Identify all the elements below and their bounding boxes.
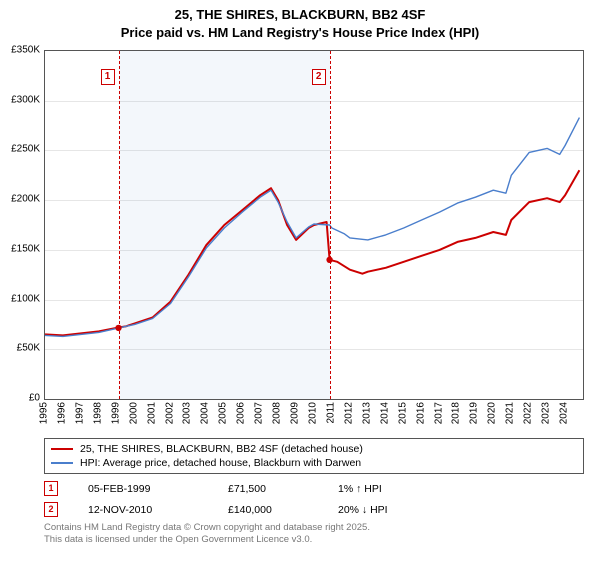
sale-row-date: 05-FEB-1999 [88, 483, 228, 495]
x-tick-label: 2022 [523, 402, 534, 424]
legend-label: 25, THE SHIRES, BLACKBURN, BB2 4SF (deta… [80, 443, 363, 455]
legend-swatch [51, 462, 73, 464]
x-tick-label: 1998 [92, 402, 103, 424]
y-tick-label: £250K [11, 144, 40, 155]
legend-label: HPI: Average price, detached house, Blac… [80, 457, 361, 469]
x-tick-label: 2017 [433, 402, 444, 424]
x-tick-label: 2014 [379, 402, 390, 424]
x-tick-label: 2013 [361, 402, 372, 424]
sale-row-marker: 1 [44, 481, 58, 496]
legend-swatch [51, 448, 73, 450]
chart-container: 25, THE SHIRES, BLACKBURN, BB2 4SF Price… [0, 6, 600, 566]
legend-row: HPI: Average price, detached house, Blac… [51, 456, 577, 470]
x-tick-label: 2015 [397, 402, 408, 424]
sale-marker-label: 1 [101, 69, 115, 85]
line-layer [45, 51, 583, 399]
sale-row-price: £140,000 [228, 504, 338, 516]
y-tick-label: £100K [11, 293, 40, 304]
x-tick-label: 2010 [308, 402, 319, 424]
footer: Contains HM Land Registry data © Crown c… [44, 522, 370, 547]
legend: 25, THE SHIRES, BLACKBURN, BB2 4SF (deta… [44, 438, 584, 474]
sale-row-pct: 20% ↓ HPI [338, 504, 458, 516]
x-tick-label: 2024 [559, 402, 570, 424]
x-tick-label: 2023 [541, 402, 552, 424]
sales-table: 1 05-FEB-1999£71,5001% ↑ HPI 2 12-NOV-2010£… [44, 478, 584, 520]
sale-row-date: 12-NOV-2010 [88, 504, 228, 516]
y-tick-label: £150K [11, 243, 40, 254]
x-tick-label: 1996 [56, 402, 67, 424]
x-tick-label: 2003 [182, 402, 193, 424]
y-tick-label: £300K [11, 94, 40, 105]
x-tick-label: 2006 [236, 402, 247, 424]
sale-row-marker: 2 [44, 502, 58, 517]
chart-title: 25, THE SHIRES, BLACKBURN, BB2 4SF Price… [0, 6, 600, 41]
chart-area: 12 £0£50K£100K£150K£200K£250K£300K£350K … [44, 50, 584, 400]
plot-area: 12 [44, 50, 584, 400]
x-tick-label: 2004 [200, 402, 211, 424]
x-tick-label: 2009 [290, 402, 301, 424]
sale-marker-line [119, 51, 120, 399]
footer-licence: This data is licensed under the Open Gov… [44, 534, 370, 546]
x-tick-label: 2001 [146, 402, 157, 424]
x-tick-label: 2008 [272, 402, 283, 424]
x-tick-label: 2016 [415, 402, 426, 424]
title-subtitle: Price paid vs. HM Land Registry's House … [0, 24, 600, 42]
x-tick-label: 2020 [487, 402, 498, 424]
x-tick-label: 1997 [74, 402, 85, 424]
footer-copyright: Contains HM Land Registry data © Crown c… [44, 522, 370, 534]
sale-row: 2 12-NOV-2010£140,00020% ↓ HPI [44, 499, 584, 520]
x-tick-label: 2005 [218, 402, 229, 424]
y-tick-label: £200K [11, 194, 40, 205]
x-tick-label: 2011 [325, 402, 336, 424]
x-tick-label: 1995 [39, 402, 50, 424]
x-tick-label: 2019 [469, 402, 480, 424]
legend-row: 25, THE SHIRES, BLACKBURN, BB2 4SF (deta… [51, 442, 577, 456]
y-tick-label: £350K [11, 45, 40, 56]
title-address: 25, THE SHIRES, BLACKBURN, BB2 4SF [0, 6, 600, 24]
y-tick-label: £50K [17, 343, 40, 354]
x-tick-label: 1999 [110, 402, 121, 424]
x-tick-label: 2007 [254, 402, 265, 424]
sale-row-pct: 1% ↑ HPI [338, 483, 458, 495]
sale-marker-line [330, 51, 331, 399]
series-price_paid [45, 170, 579, 335]
x-tick-label: 2002 [164, 402, 175, 424]
sale-marker-label: 2 [312, 69, 326, 85]
sale-row-price: £71,500 [228, 483, 338, 495]
x-tick-label: 2021 [505, 402, 516, 424]
x-tick-label: 2018 [451, 402, 462, 424]
sale-row: 1 05-FEB-1999£71,5001% ↑ HPI [44, 478, 584, 499]
x-tick-label: 2000 [128, 402, 139, 424]
x-tick-label: 2012 [343, 402, 354, 424]
